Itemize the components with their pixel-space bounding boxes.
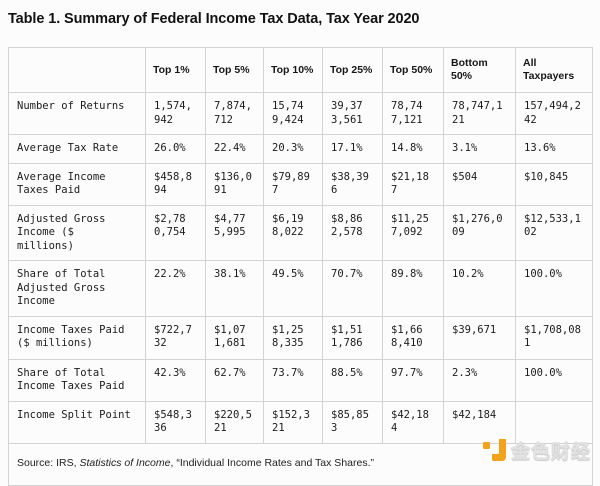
cell: 26.0% <box>145 134 206 164</box>
cell: $38,396 <box>322 162 383 206</box>
logo-dot <box>482 441 490 449</box>
cell: 78,747,121 <box>382 92 444 135</box>
cell: 10.2% <box>443 260 516 317</box>
cell: 97.7% <box>382 358 444 402</box>
logo-j-shape <box>491 438 506 461</box>
page-title: Table 1. Summary of Federal Income Tax D… <box>8 11 420 27</box>
table-row-average-tax-rate: Average Tax Rate 26.0% 22.4% 20.3% 17.1%… <box>8 134 593 164</box>
cell: 3.1% <box>443 134 516 164</box>
cell: 42.3% <box>145 358 206 402</box>
row-label: Share of Total Income Taxes Paid <box>8 358 146 402</box>
cell: $1,668,410 <box>382 315 444 360</box>
row-label: Adjusted Gross Income ($ millions) <box>8 204 146 261</box>
table-row-share-of-total-income-taxes: Share of Total Income Taxes Paid 42.3% 6… <box>8 358 593 402</box>
column-header-top-5: Top 5% <box>205 47 264 93</box>
cell: $136,091 <box>205 162 264 206</box>
table-row-income-taxes-paid: Income Taxes Paid ($ millions) $722,732 … <box>8 315 593 360</box>
cell: $220,521 <box>205 400 264 444</box>
table-row-adjusted-gross-income: Adjusted Gross Income ($ millions) $2,78… <box>8 204 593 261</box>
column-header-top-25: Top 25% <box>322 47 383 93</box>
cell: $4,775,995 <box>205 204 264 261</box>
cell: $458,894 <box>145 162 206 206</box>
source-prefix: Source: IRS, <box>17 457 80 469</box>
cell: $21,187 <box>382 162 444 206</box>
source-publication-title: Statistics of Income <box>79 457 171 469</box>
cell: 38.1% <box>205 260 264 317</box>
table-row-share-of-total-agi: Share of Total Adjusted Gross Income 22.… <box>8 260 593 317</box>
cell <box>515 400 593 444</box>
table-row-income-split-point: Income Split Point $548,336 $220,521 $15… <box>8 400 593 444</box>
cell: $6,198,022 <box>263 204 323 261</box>
column-header-blank <box>8 47 146 93</box>
row-label: Income Split Point <box>8 400 146 444</box>
row-label: Share of Total Adjusted Gross Income <box>8 260 146 317</box>
row-label: Average Tax Rate <box>8 134 146 164</box>
cell: 7,874,712 <box>205 92 264 135</box>
cell: $152,321 <box>263 400 323 444</box>
cell: $85,853 <box>322 400 383 444</box>
row-label: Income Taxes Paid ($ millions) <box>8 315 146 360</box>
watermark: 金色财经 <box>482 437 591 464</box>
cell: 100.0% <box>515 260 593 317</box>
cell: 15,749,424 <box>263 92 323 135</box>
cell: $722,732 <box>145 315 206 360</box>
cell: 1,574,942 <box>145 92 206 135</box>
jinse-finance-logo-icon <box>482 438 506 463</box>
column-header-all-taxpayers: All Taxpayers <box>515 47 593 93</box>
cell: $1,708,081 <box>515 315 593 360</box>
cell: 22.2% <box>145 260 206 317</box>
cell: 39,373,561 <box>322 92 383 135</box>
cell: 2.3% <box>443 358 516 402</box>
cell: $42,184 <box>382 400 444 444</box>
cell: 22.4% <box>205 134 264 164</box>
table-row-number-of-returns: Number of Returns 1,574,942 7,874,712 15… <box>8 92 593 135</box>
cell: $12,533,102 <box>515 204 593 261</box>
cell: $8,862,578 <box>322 204 383 261</box>
cell: 14.8% <box>382 134 444 164</box>
row-label: Number of Returns <box>8 92 146 135</box>
cell: $79,897 <box>263 162 323 206</box>
cell: $504 <box>443 162 516 206</box>
cell: $1,511,786 <box>322 315 383 360</box>
cell: $10,845 <box>515 162 593 206</box>
column-header-top-1: Top 1% <box>145 47 206 93</box>
cell: 78,747,121 <box>443 92 516 135</box>
cell: 157,494,242 <box>515 92 593 135</box>
cell: 17.1% <box>322 134 383 164</box>
cell: $39,671 <box>443 315 516 360</box>
column-header-bottom-50: Bottom 50% <box>443 47 516 93</box>
column-header-top-50: Top 50% <box>382 47 444 93</box>
table-row-average-income-taxes-paid: Average Income Taxes Paid $458,894 $136,… <box>8 162 593 206</box>
cell: $1,071,681 <box>205 315 264 360</box>
cell: 62.7% <box>205 358 264 402</box>
cell: $11,257,092 <box>382 204 444 261</box>
cell: 88.5% <box>322 358 383 402</box>
column-header-top-10: Top 10% <box>263 47 323 93</box>
cell: 100.0% <box>515 358 593 402</box>
row-label: Average Income Taxes Paid <box>8 162 146 206</box>
cell: $548,336 <box>145 400 206 444</box>
cell: 89.8% <box>382 260 444 317</box>
cell: 49.5% <box>263 260 323 317</box>
cell: 70.7% <box>322 260 383 317</box>
source-suffix: , “Individual Income Rates and Tax Share… <box>170 457 375 469</box>
watermark-text: 金色财经 <box>510 441 591 463</box>
cell: 13.6% <box>515 134 593 164</box>
cell: $1,276,009 <box>443 204 516 261</box>
cell: 73.7% <box>263 358 323 402</box>
header-row: Top 1% Top 5% Top 10% Top 25% Top 50% Bo… <box>8 47 593 93</box>
cell: $2,780,754 <box>145 204 206 261</box>
federal-income-tax-table: Top 1% Top 5% Top 10% Top 25% Top 50% Bo… <box>8 47 593 486</box>
cell: $1,258,335 <box>263 315 323 360</box>
cell: 20.3% <box>263 134 323 164</box>
cell: $42,184 <box>443 400 516 444</box>
